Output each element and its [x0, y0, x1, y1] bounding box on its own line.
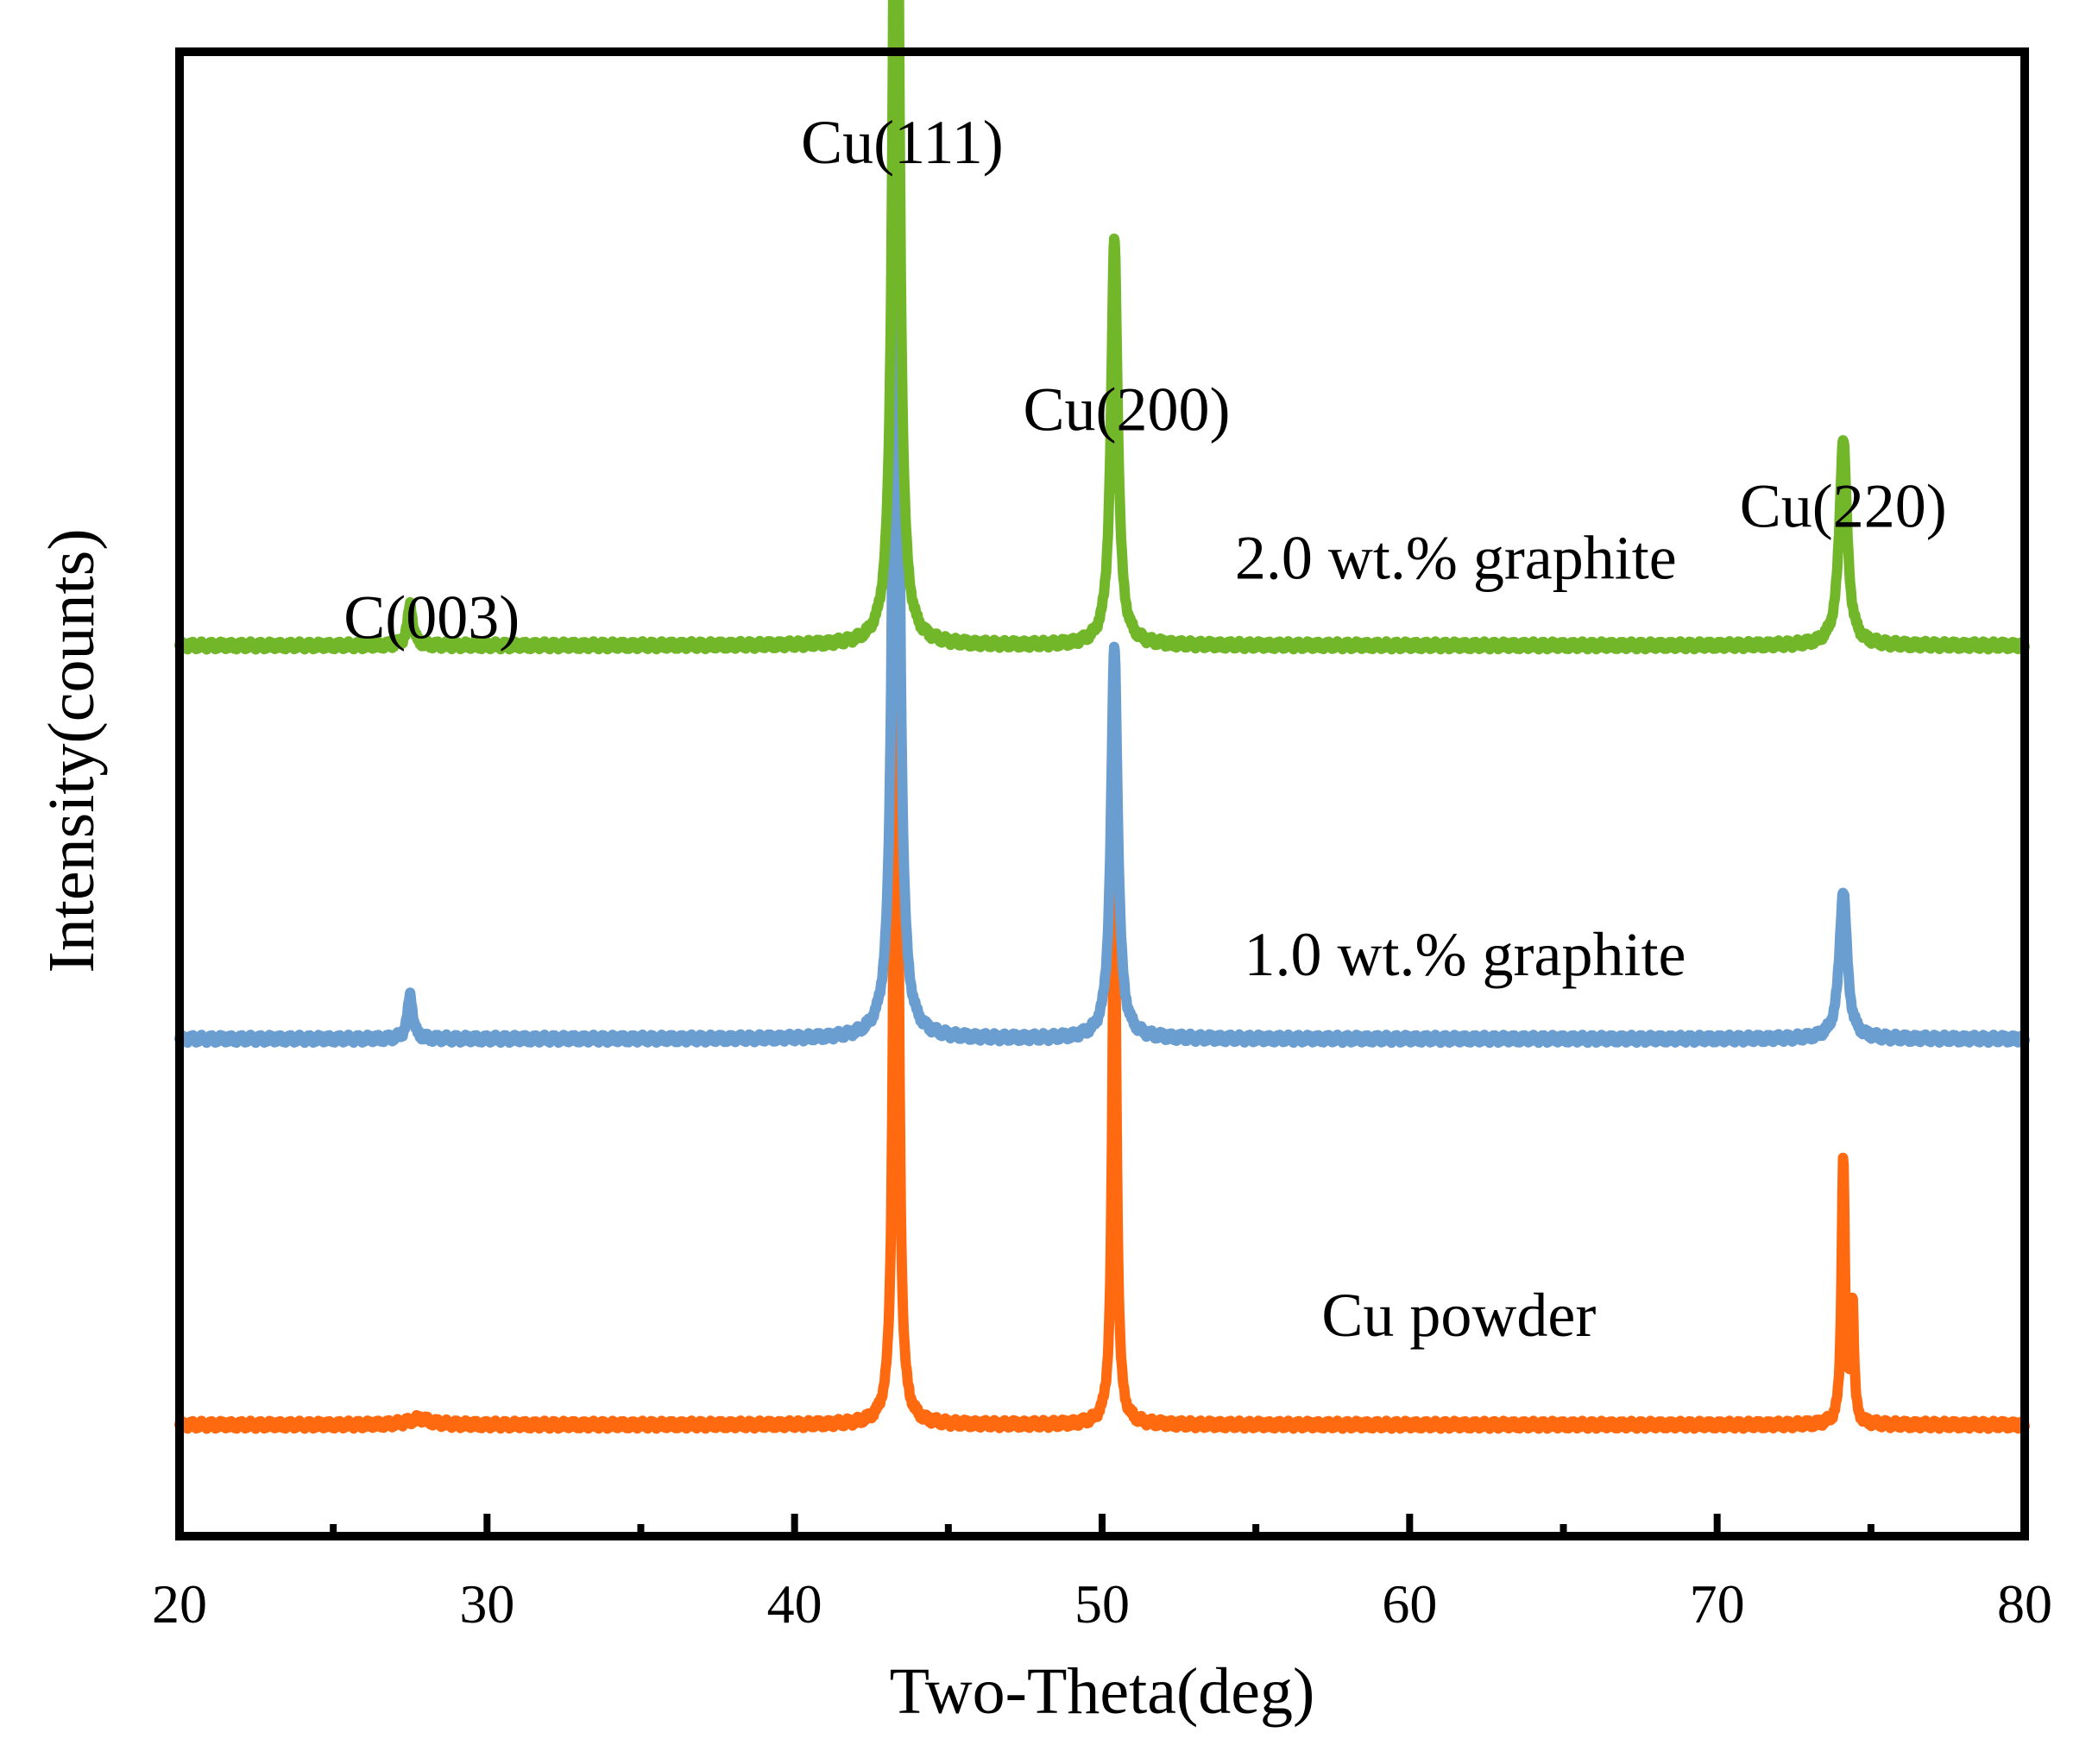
peak-label-cu-111: Cu(111) — [801, 108, 1004, 177]
tick-layer: 20 30 40 50 60 70 80 — [152, 1514, 2052, 1635]
annotation-layer: C(003) Cu(111) Cu(200) Cu(220) 2.0 wt.% grap… — [343, 108, 1947, 1350]
series-line-cu-powder — [174, 112, 2030, 1434]
peak-label-c-003: C(003) — [343, 583, 520, 652]
peak-label-cu-200: Cu(200) — [1024, 375, 1231, 444]
series-line-2-0-wt-graphite — [174, 0, 2030, 655]
x-tick-label-80: 80 — [1997, 1573, 2052, 1635]
plot-frame — [175, 47, 2029, 1540]
series-label-2-0-wt-graphite: 2.0 wt.% graphite — [1235, 524, 1677, 593]
x-tick-label-20: 20 — [152, 1573, 207, 1635]
series-line-1-0-wt-graphite — [174, 0, 2030, 1049]
series-layer — [174, 0, 2030, 1434]
x-axis-title: Two-Theta(deg) — [890, 1655, 1315, 1728]
x-tick-label-50: 50 — [1074, 1573, 1130, 1635]
x-tick-label-30: 30 — [459, 1573, 514, 1635]
series-label-cu-powder: Cu powder — [1321, 1281, 1596, 1350]
peak-label-cu-220: Cu(220) — [1740, 471, 1947, 540]
x-tick-label-70: 70 — [1690, 1573, 1745, 1635]
x-tick-label-60: 60 — [1382, 1573, 1437, 1635]
series-label-1-0-wt-graphite: 1.0 wt.% graphite — [1244, 920, 1686, 989]
x-tick-label-40: 40 — [767, 1573, 822, 1635]
y-axis-title: Intensity(counts) — [35, 528, 108, 973]
